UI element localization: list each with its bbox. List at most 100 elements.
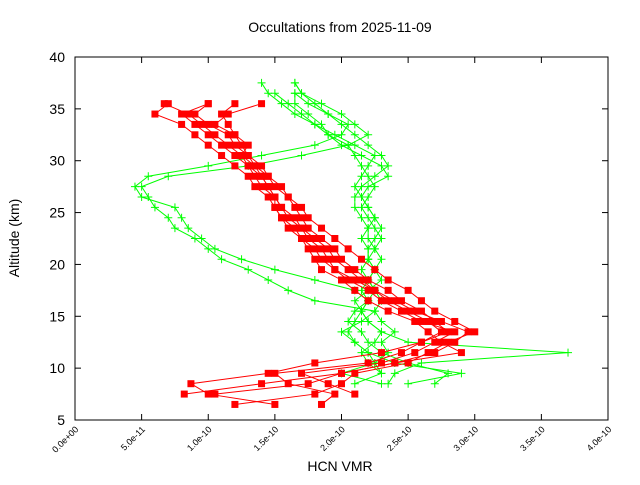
- red-square-point: [264, 183, 272, 191]
- red-square-point: [338, 369, 345, 377]
- red-square-point: [278, 203, 286, 211]
- red-square-point: [371, 286, 379, 294]
- red-square-point: [298, 224, 306, 232]
- red-square-point: [411, 307, 419, 315]
- red-square-point: [377, 359, 385, 367]
- red-square-point: [318, 266, 326, 274]
- red-square-point: [218, 152, 226, 160]
- red-square-point: [164, 100, 172, 108]
- x-tick-label: 4.0e-10: [585, 424, 614, 453]
- y-tick-label: 40: [49, 49, 65, 65]
- red-square-point: [231, 100, 239, 108]
- green-plus-point: [377, 151, 386, 160]
- red-square-point: [364, 297, 372, 305]
- red-square-point: [311, 235, 319, 242]
- green-plus-point: [290, 78, 299, 87]
- green-plus-point: [297, 151, 306, 160]
- red-square-point: [437, 328, 445, 336]
- red-square-point: [351, 266, 359, 274]
- green-plus-point: [457, 369, 466, 378]
- red-square-point: [284, 214, 292, 222]
- green-plus-point: [337, 327, 346, 336]
- red-square-point: [298, 235, 306, 242]
- red-square-point: [464, 328, 472, 336]
- green-plus-point: [350, 203, 359, 212]
- red-square-point: [304, 224, 312, 232]
- red-square-point: [211, 390, 219, 398]
- green-plus-point: [170, 224, 179, 233]
- red-square-point: [377, 349, 385, 357]
- green-plus-point: [364, 130, 373, 139]
- red-square-point: [451, 338, 459, 346]
- green-plus-point: [377, 224, 386, 233]
- green-plus-point: [370, 307, 379, 316]
- x-tick-label: 0.0e+00: [50, 424, 80, 454]
- green-plus-point: [384, 348, 393, 357]
- red-square-point: [424, 328, 432, 336]
- red-square-point: [258, 172, 266, 180]
- red-square-point: [298, 369, 306, 377]
- red-square-point: [304, 380, 312, 388]
- red-square-point: [284, 224, 292, 232]
- red-square-point: [377, 297, 385, 305]
- red-square-point: [431, 307, 439, 315]
- green-plus-point: [164, 172, 173, 181]
- green-plus-point: [290, 99, 299, 108]
- chart-title: Occultations from 2025-11-09: [248, 19, 432, 35]
- red-square-point: [338, 380, 345, 388]
- red-square-point: [291, 214, 299, 222]
- red-square-point: [204, 131, 212, 139]
- red-square-point: [397, 307, 405, 315]
- green-plus-point: [204, 161, 213, 170]
- red-square-point: [311, 359, 319, 367]
- green-plus-point: [324, 130, 333, 139]
- red-square-point: [291, 224, 299, 232]
- green-plus-point: [350, 379, 359, 388]
- green-plus-point: [177, 213, 186, 222]
- red-square-point: [224, 131, 232, 139]
- y-tick-label: 25: [49, 205, 65, 221]
- red-square-point: [417, 317, 425, 325]
- green-plus-point: [390, 327, 399, 336]
- red-square-point: [357, 255, 365, 263]
- green-plus-point: [364, 203, 373, 212]
- green-plus-point: [170, 203, 179, 212]
- green-plus-point: [377, 379, 386, 388]
- x-tick-label: 1.0e-10: [185, 424, 214, 453]
- green-plus-point: [304, 110, 313, 119]
- red-square-point: [271, 183, 279, 191]
- green-plus-point: [310, 275, 319, 284]
- red-square-point: [211, 120, 219, 128]
- green-plus-point: [144, 193, 153, 202]
- green-plus-point: [350, 338, 359, 347]
- green-plus-point: [150, 203, 159, 212]
- red-square-point: [444, 338, 452, 346]
- red-square-point: [404, 359, 412, 367]
- green-plus-point: [264, 275, 273, 284]
- red-square-point: [224, 141, 232, 149]
- red-square-point: [384, 307, 392, 315]
- red-square-point: [364, 286, 372, 294]
- red-square-point: [304, 214, 312, 222]
- green-plus-point: [350, 130, 359, 139]
- red-square-point: [258, 162, 266, 170]
- red-square-point: [357, 276, 365, 284]
- y-tick-label: 30: [49, 153, 65, 169]
- green-plus-point: [344, 317, 353, 326]
- green-plus-point: [404, 338, 413, 347]
- series-layer: [130, 78, 573, 408]
- red-square-point: [211, 131, 219, 139]
- red-square-point: [191, 110, 199, 118]
- green-plus-point: [390, 369, 399, 378]
- green-plus-point: [350, 296, 359, 305]
- red-square-point: [178, 110, 186, 118]
- red-square-point: [397, 297, 405, 305]
- red-square-point: [437, 338, 445, 346]
- green-plus-point: [417, 358, 426, 367]
- red-square-point: [324, 245, 332, 253]
- red-square-point: [304, 235, 312, 242]
- green-plus-point: [364, 255, 373, 264]
- red-square-point: [417, 338, 425, 346]
- red-square-point: [364, 276, 372, 284]
- green-plus-point: [357, 307, 366, 316]
